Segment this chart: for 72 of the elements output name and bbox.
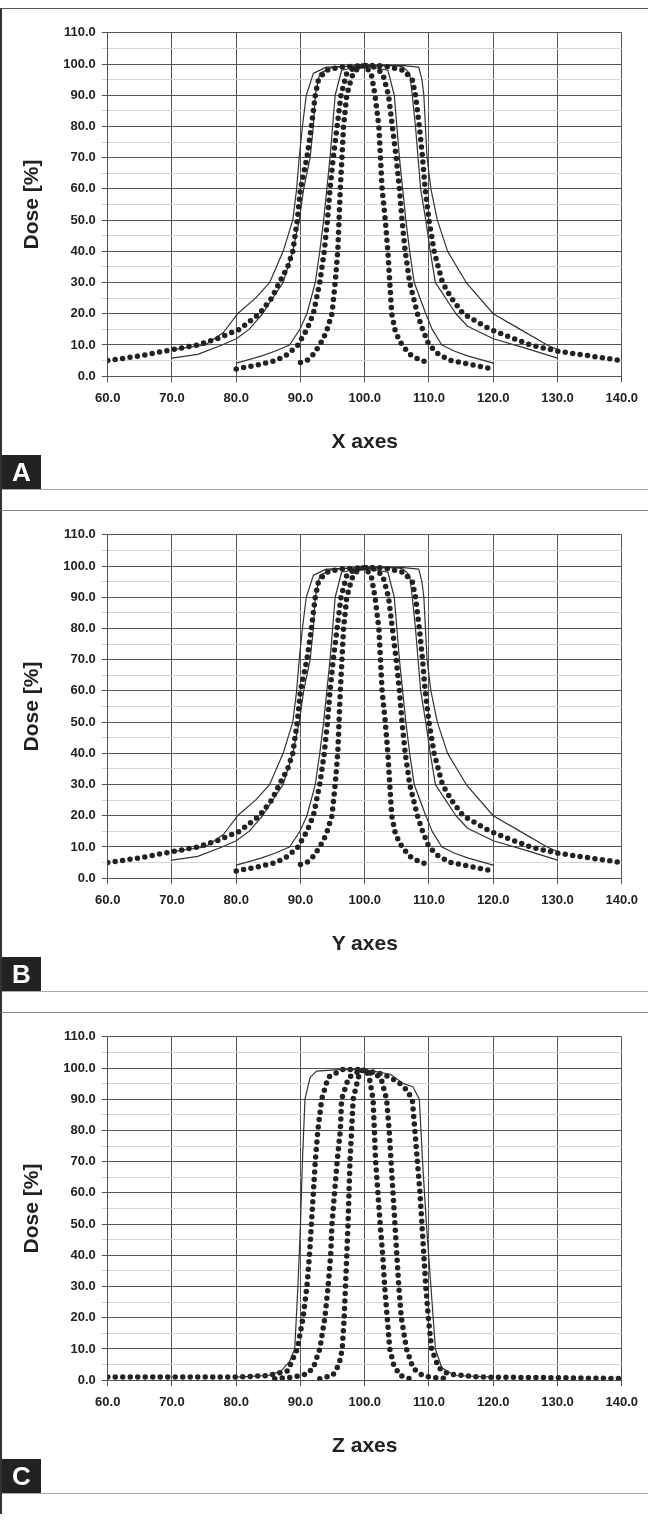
text: C bbox=[2, 1459, 41, 1493]
x-axis-title: Z axes bbox=[332, 1433, 398, 1457]
y-tick-label: 20.0 bbox=[70, 305, 96, 321]
x-tick-label: 110.0 bbox=[413, 891, 445, 907]
text: B bbox=[2, 957, 41, 991]
x-tick-label: 90.0 bbox=[287, 891, 314, 907]
y-tick-label: 60.0 bbox=[70, 1184, 96, 1200]
y-tick-label: 110.0 bbox=[63, 1028, 96, 1044]
x-tick-label: 120.0 bbox=[476, 389, 510, 405]
x-tick-label: 110.0 bbox=[413, 389, 445, 405]
y-tick-label: 10.0 bbox=[70, 838, 96, 854]
x-tick-label: 70.0 bbox=[159, 389, 185, 405]
y-tick-label: 90.0 bbox=[70, 588, 96, 604]
x-tick-label: 60.0 bbox=[95, 891, 121, 907]
x-tick-label: 100.0 bbox=[348, 389, 382, 405]
x-tick-label: 130.0 bbox=[541, 1393, 574, 1409]
y-tick-label: 60.0 bbox=[70, 682, 96, 698]
x-tick-label: 140.0 bbox=[605, 891, 639, 907]
x-tick-label: 70.0 bbox=[159, 1393, 185, 1409]
x-tick-label: 110.0 bbox=[413, 1393, 445, 1409]
y-tick-label: 110.0 bbox=[63, 526, 96, 542]
x-tick-label: 120.0 bbox=[476, 891, 510, 907]
x-tick-label: 100.0 bbox=[348, 891, 382, 907]
y-tick-label: 80.0 bbox=[70, 620, 96, 636]
y-axis-title: Dose [%] bbox=[19, 1163, 43, 1254]
x-tick-label: 140.0 bbox=[605, 1393, 639, 1409]
x-tick-label: 140.0 bbox=[605, 389, 639, 405]
x-axis-title: X axes bbox=[331, 429, 399, 453]
y-tick-label: 10.0 bbox=[70, 1340, 96, 1356]
y-tick-label: 60.0 bbox=[70, 180, 96, 196]
y-tick-label: 30.0 bbox=[70, 776, 96, 792]
y-tick-label: 100.0 bbox=[63, 1059, 96, 1075]
y-tick-label: 40.0 bbox=[70, 744, 96, 760]
x-tick-label: 60.0 bbox=[95, 389, 121, 405]
y-tick-label: 100.0 bbox=[63, 557, 96, 573]
y-axis-title: Dose [%] bbox=[19, 661, 43, 752]
y-tick-label: 30.0 bbox=[70, 1278, 96, 1294]
x-tick-label: 80.0 bbox=[223, 891, 249, 907]
y-tick-label: 80.0 bbox=[70, 118, 96, 134]
x-tick-label: 130.0 bbox=[541, 389, 574, 405]
x-tick-label: 60.0 bbox=[95, 1393, 121, 1409]
text: A bbox=[2, 455, 41, 489]
y-tick-label: 10.0 bbox=[70, 336, 96, 352]
x-tick-label: 90.0 bbox=[287, 1393, 314, 1409]
y-tick-label: 0.0 bbox=[77, 367, 96, 383]
y-tick-label: 70.0 bbox=[70, 149, 96, 165]
y-tick-label: 70.0 bbox=[70, 1153, 96, 1169]
y-tick-label: 100.0 bbox=[63, 55, 96, 71]
y-tick-label: 90.0 bbox=[70, 86, 96, 102]
y-tick-label: 20.0 bbox=[70, 1309, 96, 1325]
x-tick-label: 130.0 bbox=[541, 891, 574, 907]
y-tick-label: 0.0 bbox=[77, 869, 96, 885]
x-tick-label: 120.0 bbox=[476, 1393, 510, 1409]
y-tick-label: 80.0 bbox=[70, 1122, 96, 1138]
y-tick-label: 90.0 bbox=[70, 1090, 96, 1106]
x-tick-label: 90.0 bbox=[287, 389, 314, 405]
y-tick-label: 0.0 bbox=[77, 1371, 96, 1387]
y-tick-label: 20.0 bbox=[70, 807, 96, 823]
y-tick-label: 30.0 bbox=[70, 274, 96, 290]
y-tick-label: 40.0 bbox=[70, 1246, 96, 1262]
y-tick-label: 50.0 bbox=[70, 1215, 96, 1231]
y-tick-label: 40.0 bbox=[70, 242, 96, 258]
x-tick-label: 70.0 bbox=[159, 891, 185, 907]
y-tick-label: 70.0 bbox=[70, 651, 96, 667]
x-axis-title: Y axes bbox=[331, 931, 398, 955]
y-tick-label: 50.0 bbox=[70, 211, 96, 227]
y-tick-label: 50.0 bbox=[70, 713, 96, 729]
x-tick-label: 100.0 bbox=[348, 1393, 382, 1409]
y-axis-title: Dose [%] bbox=[19, 159, 43, 250]
y-tick-label: 110.0 bbox=[63, 24, 96, 40]
x-tick-label: 80.0 bbox=[223, 389, 249, 405]
x-tick-label: 80.0 bbox=[223, 1393, 249, 1409]
